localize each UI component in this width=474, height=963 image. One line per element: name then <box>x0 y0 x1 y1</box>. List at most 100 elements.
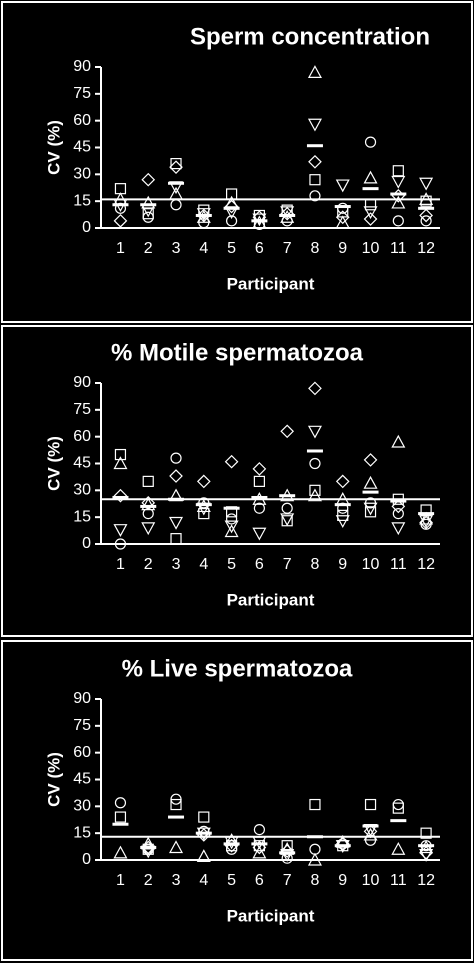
triangle-down-marker <box>335 179 350 193</box>
x-tick-label: 9 <box>338 240 347 257</box>
x-tick-label: 4 <box>199 872 208 889</box>
diamond-marker <box>335 837 350 851</box>
x-tick-label: 8 <box>311 872 320 889</box>
circle-marker <box>114 538 127 550</box>
circle-marker <box>364 834 377 846</box>
panel-frame <box>1 325 473 637</box>
circle-marker <box>225 513 238 525</box>
mean-bar <box>251 842 268 846</box>
y-tick-label: 60 <box>73 428 91 445</box>
x-tick-label: 11 <box>390 240 407 257</box>
circle-marker <box>170 793 182 805</box>
circle-marker <box>198 825 210 837</box>
square-marker <box>142 475 154 487</box>
diamond-marker <box>169 469 183 483</box>
circle-marker <box>309 190 321 202</box>
triangle-down-marker <box>169 516 184 530</box>
chart-title: % Motile spermatozoa <box>111 339 364 366</box>
x-axis-label: Participant <box>227 590 315 609</box>
square-marker <box>392 493 404 505</box>
circle-marker <box>253 502 265 514</box>
diamond-marker <box>308 381 322 396</box>
diamond-marker <box>363 212 378 226</box>
circle-marker <box>225 215 238 227</box>
triangle-marker <box>113 845 128 859</box>
y-axis-label: CV (%) <box>44 752 63 807</box>
square-marker <box>198 811 210 823</box>
triangle-marker <box>113 456 128 470</box>
square-marker <box>114 448 127 461</box>
mean-bar <box>390 499 407 503</box>
mean-bar <box>195 831 212 835</box>
circle-marker <box>392 798 404 811</box>
triangle-down-marker <box>280 849 295 862</box>
triangle-down-marker <box>419 177 434 191</box>
panel-frame <box>1 640 473 961</box>
mean-bar <box>334 844 351 848</box>
square-marker <box>309 174 321 186</box>
diamond-marker <box>224 199 239 214</box>
diamond-marker <box>141 840 156 855</box>
x-tick-label: 8 <box>311 240 320 257</box>
y-tick-label: 15 <box>73 192 91 209</box>
triangle-marker <box>224 524 239 538</box>
mean-bar <box>362 824 379 828</box>
triangle-down-marker <box>280 513 295 527</box>
mean-bar <box>279 851 296 855</box>
diamond-marker <box>391 499 406 514</box>
circle-marker <box>392 215 404 227</box>
triangle-marker <box>307 65 322 78</box>
diamond-marker <box>363 453 378 467</box>
x-tick-label: 10 <box>362 240 380 257</box>
panel-frame <box>1 1 473 323</box>
mean-bar <box>251 219 268 223</box>
y-tick-label: 30 <box>73 482 91 499</box>
triangle-down-marker <box>391 175 406 189</box>
mean-bar <box>418 512 435 516</box>
triangle-down-marker <box>141 522 156 536</box>
mean-bar <box>334 503 351 507</box>
mean-bar <box>168 181 185 185</box>
triangle-down-marker <box>113 524 128 537</box>
x-tick-label: 8 <box>311 556 320 573</box>
mean-bar <box>279 494 296 498</box>
diamond-marker <box>308 154 322 169</box>
y-tick-label: 45 <box>73 139 91 156</box>
circle-marker <box>198 497 210 509</box>
x-tick-label: 9 <box>338 872 347 889</box>
circle-marker <box>337 838 349 850</box>
diamond-marker <box>363 824 378 839</box>
x-tick-label: 3 <box>172 240 181 257</box>
square-marker <box>142 208 154 220</box>
mean-bar <box>279 213 296 217</box>
x-axis-label: Participant <box>227 906 315 925</box>
circle-marker <box>337 202 349 214</box>
x-tick-label: 5 <box>227 556 236 573</box>
y-tick-label: 75 <box>73 401 91 418</box>
diamond-marker <box>141 496 156 510</box>
y-tick-label: 75 <box>73 717 91 734</box>
diamond-marker <box>196 474 211 489</box>
x-tick-label: 2 <box>144 872 153 889</box>
circle-marker <box>253 823 265 836</box>
triangle-marker <box>169 840 184 854</box>
square-marker <box>364 506 377 518</box>
mean-bar <box>168 497 185 501</box>
square-marker <box>170 798 182 811</box>
square-marker <box>253 475 265 487</box>
mean-bar <box>251 495 268 499</box>
square-marker <box>392 802 404 814</box>
x-tick-label: 5 <box>227 872 236 889</box>
mean-bar <box>140 504 157 508</box>
circle-marker <box>364 497 377 509</box>
triangle-down-marker <box>363 206 378 220</box>
triangle-marker <box>363 170 378 184</box>
y-tick-label: 90 <box>73 58 91 75</box>
square-marker <box>225 188 238 200</box>
x-tick-label: 10 <box>362 872 380 889</box>
mean-bar <box>362 490 379 494</box>
x-tick-label: 6 <box>255 872 264 889</box>
square-marker <box>198 507 210 520</box>
x-tick-label: 12 <box>417 872 435 889</box>
